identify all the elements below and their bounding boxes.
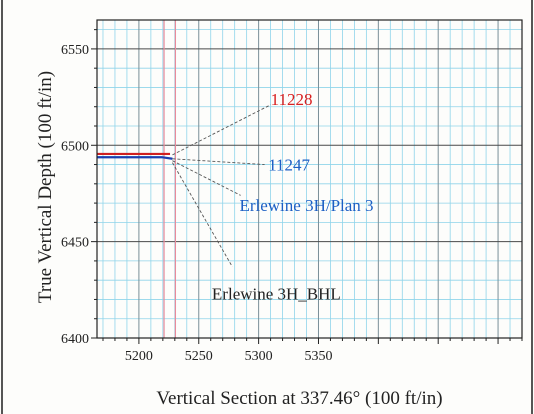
axis-ticks <box>91 29 523 344</box>
annotation-leader <box>172 158 265 165</box>
x-tick-label: 5300 <box>245 349 273 364</box>
y-axis-title: True Vertical Depth (100 ft/in) <box>35 71 56 303</box>
series-line <box>97 156 173 160</box>
x-tick-label: 5350 <box>304 349 332 364</box>
annotation-label: Erlewine 3H_BHL <box>212 284 341 303</box>
series-group <box>97 152 173 160</box>
annotation-label: 11247 <box>268 155 310 174</box>
annotation-leaders <box>172 104 271 267</box>
tick-labels: 5200 5250 5300 5350 6400 6450 6500 6550 <box>61 43 332 364</box>
y-tick-label: 6400 <box>61 332 89 347</box>
annotation-leader <box>172 160 241 196</box>
annotation-labels: 11228 11247 Erlewine 3H/Plan 3 Erlewine 3H_… <box>212 90 374 304</box>
annotation-leader <box>172 104 271 156</box>
annotation-label: 11228 <box>271 90 313 109</box>
reference-lines <box>163 20 177 338</box>
y-tick-label: 6450 <box>61 236 89 251</box>
x-tick-label: 5200 <box>125 349 153 364</box>
annotation-leader <box>172 162 233 267</box>
x-axis-title: Vertical Section at 337.46° (100 ft/in) <box>156 388 442 409</box>
annotation-label: Erlewine 3H/Plan 3 <box>239 196 373 215</box>
plot-frame <box>96 19 523 339</box>
y-tick-label: 6500 <box>61 139 89 154</box>
x-tick-label: 5250 <box>185 349 213 364</box>
y-tick-label: 6550 <box>61 43 89 58</box>
minor-grid <box>97 20 523 338</box>
